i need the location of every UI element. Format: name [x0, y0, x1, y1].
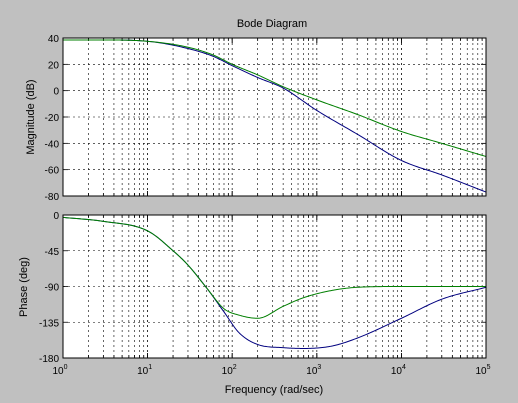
magnitude-ylabel: Magnitude (dB) — [25, 79, 37, 154]
magnitude-ytick-label: -20 — [45, 113, 60, 124]
magnitude-ytick-label: 0 — [53, 87, 59, 98]
phase-ytick-label: -45 — [45, 247, 60, 258]
magnitude-axes-border — [62, 37, 487, 197]
xtick-label: 105 — [475, 364, 490, 377]
magnitude-ytick-label: 20 — [48, 60, 60, 71]
xtick-label: 103 — [306, 364, 321, 377]
xtick-label: 101 — [137, 364, 152, 377]
magnitude-series — [63, 39, 487, 193]
xtick-label: 102 — [222, 364, 237, 377]
magnitude-ytick-label: 40 — [48, 34, 60, 45]
phase-ytick-label: -90 — [45, 283, 60, 294]
phase-ytick-label: -135 — [39, 318, 59, 329]
phase-series-green-line — [62, 216, 486, 319]
magnitude-ytick-label: -40 — [45, 139, 60, 150]
magnitude-series-green-line — [63, 39, 487, 157]
phase-ytick-label: -180 — [39, 354, 59, 365]
phase-series — [62, 216, 487, 349]
xtick-label: 100 — [52, 364, 67, 377]
xtick-label: 104 — [391, 364, 406, 377]
chart-title: Bode Diagram — [237, 18, 307, 30]
magnitude-ytick-label: -80 — [45, 192, 60, 203]
phase-axes-border — [62, 214, 487, 359]
frequency-xlabel: Frequency (rad/sec) — [225, 384, 323, 396]
magnitude-grid — [63, 38, 486, 196]
phase-ylabel: Phase (deg) — [18, 257, 30, 317]
magnitude-ytick-label: -60 — [45, 166, 60, 177]
phase-ytick-label: 0 — [53, 211, 59, 222]
